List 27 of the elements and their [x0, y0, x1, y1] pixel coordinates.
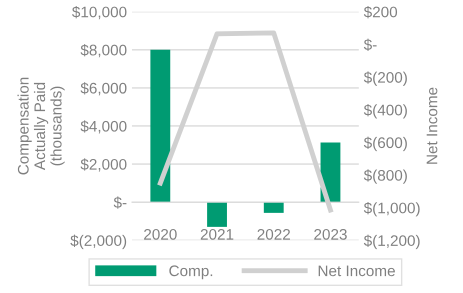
y-tick-label: $6,000 [80, 82, 126, 96]
bar [320, 142, 340, 202]
y-tick-label: $(2,000) [70, 234, 126, 250]
y2-tick-label: $200 [364, 6, 398, 18]
x-tick-label: 2022 [258, 228, 290, 240]
y-axis-title: Compensation Actually Paid (thousands) [17, 78, 65, 174]
y-tick-label: $2,000 [80, 158, 126, 172]
x-tick-label: 2023 [314, 228, 347, 240]
y2-tick-label: $(1,200) [364, 234, 420, 250]
y-tick-label: $10,000 [72, 6, 126, 20]
bar [150, 50, 170, 202]
y2-axis-title: Net Income [426, 88, 438, 164]
y-tick-label: $- [114, 196, 126, 209]
y-tick-label: $4,000 [80, 120, 126, 134]
y2-tick-label: $(1,000) [364, 202, 420, 216]
y-tick-label: $8,000 [80, 44, 126, 58]
x-tick-label: 2021 [200, 228, 234, 240]
y2-tick-label: $(600) [364, 136, 407, 152]
y2-tick-label: $(400) [364, 104, 407, 118]
bar [207, 202, 227, 227]
y2-tick-label: $- [364, 38, 377, 51]
y2-tick-label: $(200) [364, 71, 407, 86]
bar [264, 202, 284, 213]
legend-label: Comp. [169, 265, 212, 280]
legend-label: Net Income [318, 266, 395, 276]
x-tick-label: 2020 [144, 228, 177, 240]
y2-tick-label: $(800) [364, 169, 407, 184]
